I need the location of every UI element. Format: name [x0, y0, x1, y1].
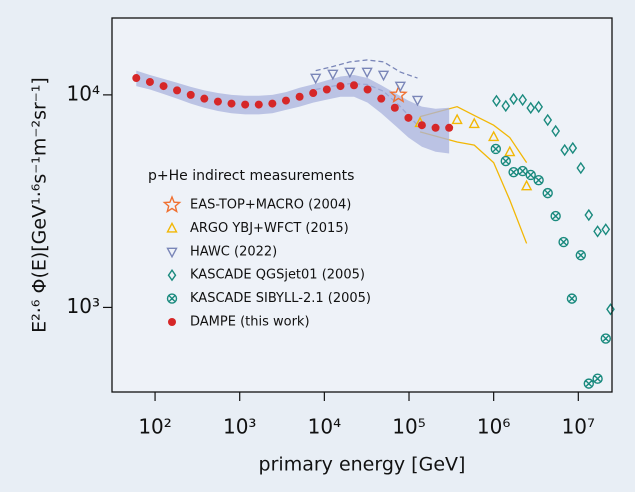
data-point — [600, 333, 611, 344]
legend-label: KASCADE QGSjet01 (2005) — [190, 268, 365, 283]
x-tick-label: 10⁵ — [392, 415, 425, 439]
data-point — [601, 223, 611, 236]
data-point — [606, 303, 615, 316]
data-point — [520, 179, 533, 191]
x-tick-label: 10⁶ — [477, 415, 510, 439]
data-point — [504, 145, 516, 157]
legend-title: p+He indirect measurements — [148, 168, 354, 184]
data-point — [534, 100, 544, 114]
data-point — [377, 70, 390, 82]
data-point — [551, 124, 561, 138]
data-point — [575, 250, 587, 261]
data-point — [145, 77, 154, 86]
legend-marker — [162, 195, 182, 214]
data-point — [241, 100, 250, 109]
data-point — [213, 97, 222, 106]
data-point — [487, 130, 500, 142]
legend-label: EAS-TOP+MACRO (2004) — [190, 198, 351, 213]
data-point — [445, 123, 454, 132]
data-point — [451, 113, 463, 125]
data-point — [411, 95, 424, 107]
data-point — [525, 169, 536, 181]
data-point — [200, 94, 209, 103]
data-point — [281, 96, 290, 105]
legend-marker — [166, 293, 178, 304]
data-point — [361, 67, 373, 79]
plot-frame — [111, 17, 613, 393]
data-point — [388, 84, 408, 103]
band-line — [419, 105, 528, 163]
data-point — [336, 82, 345, 91]
data-point — [518, 93, 528, 107]
x-tick-label: 10³ — [223, 415, 256, 439]
data-point — [394, 81, 407, 93]
data-point — [543, 113, 553, 127]
legend-marker — [168, 318, 176, 326]
data-point — [500, 155, 511, 167]
y-tick-label: 10³ — [67, 294, 100, 318]
data-point — [576, 161, 586, 175]
data-point — [390, 103, 399, 112]
data-point — [159, 82, 168, 91]
data-point — [542, 187, 553, 199]
data-point — [566, 293, 578, 304]
plot-area — [112, 18, 612, 392]
data-point — [501, 99, 511, 113]
data-point — [310, 73, 322, 85]
data-point — [509, 92, 518, 106]
x-axis-label: primary energy [GeV] — [259, 454, 466, 476]
data-point — [227, 99, 236, 108]
data-point — [568, 141, 578, 155]
legend-label: ARGO YBJ+WFCT (2015) — [190, 221, 349, 236]
data-point — [344, 67, 356, 79]
legend-label: KASCADE SIBYLL-2.1 (2005) — [190, 291, 371, 306]
data-point — [492, 94, 501, 108]
legend-marker — [166, 247, 178, 259]
data-point — [268, 99, 277, 108]
data-point — [583, 378, 594, 389]
y-tick-label: 10⁴ — [67, 81, 100, 105]
data-point — [490, 143, 502, 155]
data-point — [327, 69, 339, 81]
data-point — [404, 113, 413, 122]
y-axis-label: E²·⁶ Φ(E)[GeV¹·⁶s⁻¹m⁻²sr⁻¹] — [29, 77, 51, 333]
data-point — [254, 100, 263, 109]
data-point — [295, 92, 304, 101]
x-tick-label: 10⁴ — [308, 415, 341, 439]
data-point — [309, 89, 318, 98]
data-point — [468, 117, 480, 129]
legend-marker — [167, 268, 177, 282]
x-tick-label: 10⁷ — [562, 415, 595, 439]
legend-label: DAMPE (this work) — [190, 315, 310, 330]
x-tick-label: 10² — [138, 415, 171, 439]
data-point — [584, 208, 594, 222]
legend-marker — [166, 221, 178, 233]
data-point — [377, 94, 386, 103]
band-line — [419, 131, 528, 244]
data-point — [173, 86, 182, 95]
data-point — [431, 123, 440, 132]
data-point — [517, 165, 528, 177]
data-point — [558, 236, 569, 248]
legend-label: HAWC (2022) — [190, 244, 277, 259]
data-point — [550, 210, 561, 222]
data-point — [592, 373, 603, 384]
data-point — [363, 85, 372, 94]
band-line — [315, 59, 418, 79]
data-point — [350, 81, 359, 90]
data-point — [560, 143, 570, 157]
data-point — [417, 121, 426, 130]
data-point — [593, 225, 602, 238]
data-point — [533, 174, 544, 186]
data-point — [526, 101, 536, 115]
data-point — [322, 85, 331, 94]
data-point — [186, 90, 195, 99]
data-point — [132, 74, 141, 83]
